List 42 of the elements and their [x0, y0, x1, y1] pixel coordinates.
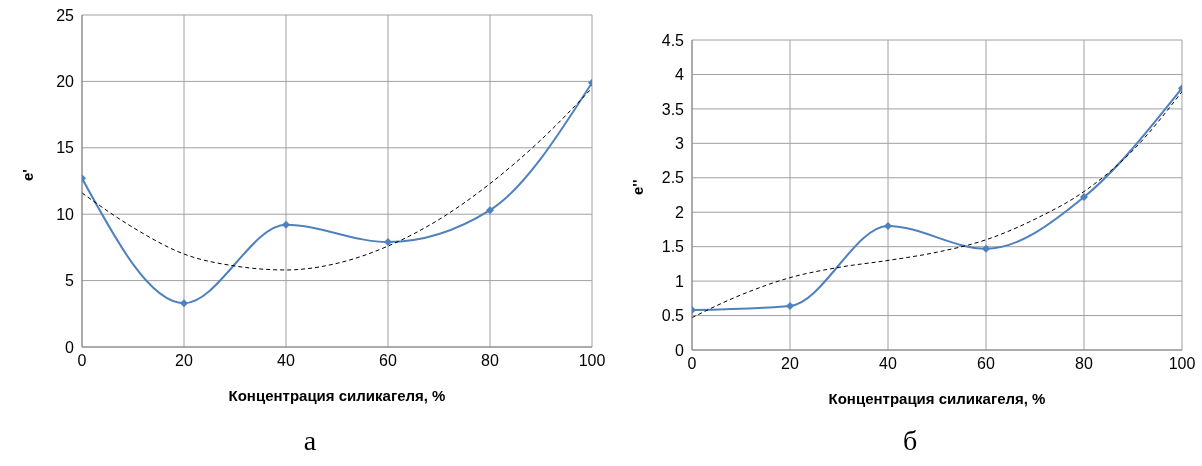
y-tick-label: 4: [675, 66, 685, 84]
point: [982, 244, 990, 253]
x-tick-label: 20: [781, 355, 799, 373]
y-tick-label: 0: [65, 338, 75, 356]
x-tick-label: 100: [1168, 355, 1196, 373]
text: а: [302, 425, 318, 457]
y-tick-label: 2: [675, 203, 685, 221]
x-tick-label: 60: [977, 355, 995, 373]
y-tick-label: 10: [56, 205, 75, 223]
x-tick-label: 20: [175, 352, 193, 370]
point: [786, 301, 794, 310]
x-tick-label: 0: [687, 355, 697, 373]
x-tick-label: 0: [77, 352, 87, 370]
y-tick-label: 1: [675, 272, 685, 290]
y-tick-label: 15: [56, 139, 75, 157]
y-axis-title: e': [19, 169, 37, 181]
point: [384, 238, 392, 247]
y-tick-label: 20: [56, 73, 75, 91]
x-tick-label: 60: [379, 352, 397, 370]
x-tick-label: 40: [277, 352, 295, 370]
x-tick-label: 40: [879, 355, 897, 373]
y-tick-label: 5: [65, 272, 75, 290]
point: [282, 220, 290, 229]
y-tick-label: 3.5: [661, 100, 685, 118]
y-tick-label: 2.5: [661, 169, 685, 187]
y-tick-label: 3: [675, 135, 685, 153]
y-tick-label: 4.5: [661, 31, 685, 49]
point: [486, 206, 494, 215]
x-tick-label: 80: [1075, 355, 1093, 373]
y-tick-label: 0.5: [661, 307, 685, 325]
x-axis-title: Концентрация силикагеля, %: [828, 390, 1046, 407]
x-tick-label: 100: [578, 352, 606, 370]
y-tick-label: 25: [56, 6, 75, 24]
y-tick-label: 1.5: [661, 238, 685, 256]
x-tick-label: 80: [481, 352, 499, 370]
point: [884, 222, 892, 230]
text: б: [901, 425, 919, 457]
point: [180, 299, 188, 308]
x-axis-title: Концентрация силикагеля, %: [228, 387, 446, 404]
point: [1080, 193, 1088, 202]
y-tick-label: 0: [675, 341, 685, 359]
y-axis-title: e'': [629, 179, 647, 195]
